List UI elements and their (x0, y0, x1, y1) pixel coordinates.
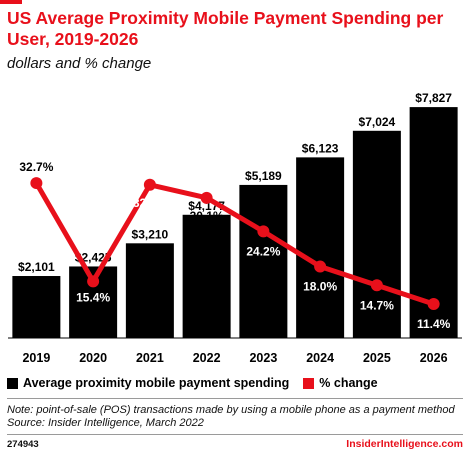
line-point (314, 260, 327, 273)
divider (7, 434, 463, 435)
legend-item-line: % change (303, 376, 378, 390)
bar-value-label: $7,024 (359, 115, 396, 129)
x-tick-label: 2022 (193, 351, 221, 365)
bar (182, 214, 231, 338)
bar-value-label: $3,210 (132, 227, 169, 241)
chart-subtitle: dollars and % change (7, 55, 152, 72)
legend: Average proximity mobile payment spendin… (7, 376, 392, 390)
bar-value-label: $7,827 (415, 91, 452, 105)
legend-label-bars: Average proximity mobile payment spendin… (23, 376, 290, 390)
legend-swatch-line (303, 377, 315, 389)
bar (296, 157, 345, 338)
divider (7, 398, 463, 399)
line-value-label: 30.1% (190, 209, 224, 223)
x-tick-label: 2019 (22, 351, 50, 365)
footnote: Note: point-of-sale (POS) transactions m… (7, 404, 455, 430)
x-tick-label: 2025 (363, 351, 391, 365)
line-series (34, 181, 435, 307)
bar-value-label: $6,123 (302, 141, 339, 155)
line-value-label: 32.7% (19, 160, 53, 174)
bar-value-label: $5,189 (245, 169, 282, 183)
chart-area: $2,101$2,425$3,210$4,177$5,189$6,123$7,0… (8, 91, 462, 365)
line-value-label: 18.0% (303, 280, 337, 294)
line-point (30, 177, 43, 190)
chart-title: US Average Proximity Mobile Payment Spen… (7, 8, 444, 49)
source-text: Source: Insider Intelligence, March 2022 (7, 417, 204, 429)
x-tick-label: 2021 (136, 351, 164, 365)
line-point (143, 178, 156, 191)
x-tick-label: 2026 (420, 351, 448, 365)
line-point (427, 298, 440, 311)
x-tick-label: 2023 (249, 351, 277, 365)
line-point (257, 225, 270, 238)
bar (125, 243, 174, 338)
line-point (370, 279, 383, 292)
bar (12, 276, 61, 338)
line-point (87, 275, 100, 288)
line-value-label: 11.4% (417, 317, 451, 331)
line-value-label: 15.4% (76, 290, 110, 304)
note-text: Note: point-of-sale (POS) transactions m… (7, 404, 455, 416)
chart-id: 274943 (7, 439, 39, 450)
line-value-label: 14.7% (360, 298, 394, 312)
bar-value-label: $2,101 (18, 260, 55, 274)
line-value-label: 24.2% (246, 244, 280, 258)
bar (352, 130, 401, 338)
line-point (200, 191, 213, 204)
legend-item-bars: Average proximity mobile payment spendin… (7, 376, 289, 390)
brand-logo: InsiderIntelligence.com (346, 438, 463, 450)
accent-bar (0, 0, 22, 4)
x-tick-label: 2020 (79, 351, 107, 365)
legend-swatch-bars (7, 377, 18, 389)
bar (239, 184, 288, 338)
x-tick-label: 2024 (306, 351, 334, 365)
line-value-label: 32.4% (133, 196, 167, 210)
legend-label-line: % change (319, 376, 378, 390)
